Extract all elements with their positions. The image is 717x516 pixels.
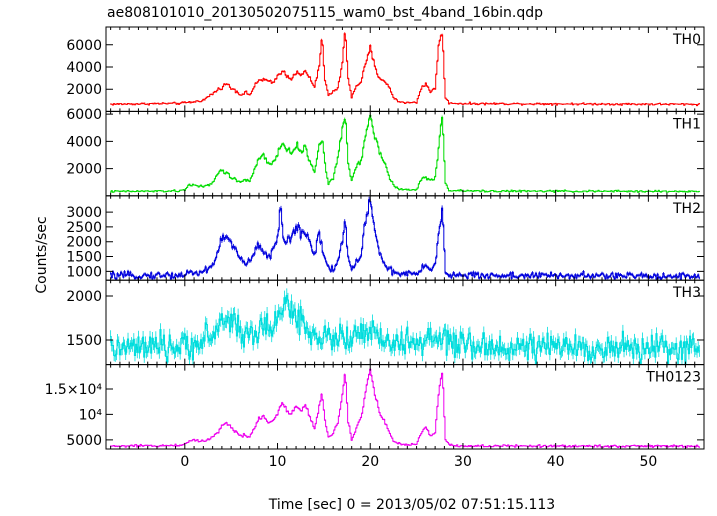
x-tick-label: 40: [547, 454, 565, 470]
y-tick-label: 2000: [66, 235, 102, 251]
error-bars: [110, 196, 700, 281]
y-tick-label: 2000: [66, 162, 102, 178]
panel-frame: [105, 110, 705, 197]
panel-label: TH0123: [645, 370, 701, 386]
y-tick-label: 4000: [66, 60, 102, 76]
panel-label: TH1: [672, 116, 701, 132]
series-th1: [110, 113, 700, 193]
series-th0: [110, 32, 700, 107]
y-tick-label: 3000: [66, 205, 102, 221]
axis-ticks: [106, 27, 705, 112]
panel-label: TH3: [672, 285, 701, 301]
axis-ticks: [106, 280, 705, 365]
x-tick-label: 20: [361, 454, 379, 470]
x-tick-label: 0: [180, 454, 189, 470]
series-line: [110, 115, 700, 193]
y-tick-label: 6000: [66, 38, 102, 54]
series-line: [110, 199, 700, 281]
y-tick-label: 2000: [66, 289, 102, 305]
error-bars: [110, 113, 700, 193]
x-tick-label: 50: [639, 454, 657, 470]
x-axis: 0 10 20 30 40 50: [180, 454, 657, 470]
y-tick-label: 2500: [66, 220, 102, 236]
y-tick-label: 1500: [66, 333, 102, 349]
error-bars: [110, 368, 700, 449]
panel-frame: [105, 195, 705, 281]
axis-ticks: [106, 364, 705, 449]
series-th3: [110, 288, 700, 365]
panel-th1: 2000 4000 6000 TH1: [66, 107, 705, 197]
y-axis-label: Counts/sec: [34, 216, 50, 293]
series-th0123: [110, 368, 700, 449]
y-tick-label: 2000: [66, 82, 102, 98]
series-line: [110, 33, 700, 107]
panel-th0123: 5000 10⁴ 1.5×10⁴ TH0123: [45, 364, 705, 450]
y-tick-label: 6000: [66, 107, 102, 123]
panel-label: TH0: [672, 32, 701, 48]
figure-title: ae808101010_20130502075115_wam0_bst_4ban…: [107, 5, 543, 21]
y-tick-label: 4000: [66, 134, 102, 150]
series-line: [110, 294, 700, 365]
series-line: [110, 368, 700, 449]
x-tick-label: 30: [454, 454, 472, 470]
y-tick-label: 1500: [66, 250, 102, 266]
y-tick-label: 5000: [66, 433, 102, 449]
y-tick-label: 1000: [66, 264, 102, 280]
axis-ticks: [106, 111, 705, 196]
y-tick-label: 10⁴: [79, 407, 103, 423]
panel-frame: [105, 364, 705, 450]
error-bars: [110, 288, 700, 365]
panel-th0: 2000 4000 6000 TH0: [66, 26, 705, 112]
axis-ticks: [106, 195, 705, 281]
y-tick-label: 1.5×10⁴: [45, 382, 103, 398]
panel-label: TH2: [672, 201, 701, 217]
error-bars: [110, 32, 700, 106]
x-axis-label: Time [sec] 0 = 2013/05/02 07:51:15.113: [268, 497, 555, 513]
panel-th3: 1500 2000 TH3: [66, 279, 705, 366]
x-tick-label: 10: [269, 454, 287, 470]
series-th2: [110, 196, 700, 281]
panel-frame: [105, 26, 705, 112]
